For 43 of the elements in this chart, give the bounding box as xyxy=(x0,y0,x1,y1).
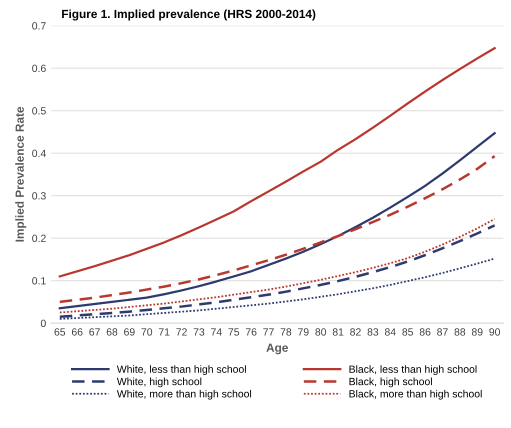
x-tick-label: 83 xyxy=(368,328,378,336)
x-tick-label: 88 xyxy=(454,328,466,336)
y-tick-label: 0.5 xyxy=(32,107,46,115)
x-tick-label: 72 xyxy=(176,328,187,336)
legend-label: Black, more than high school xyxy=(349,390,482,400)
legend-label: White, high school xyxy=(116,378,202,388)
x-tick-label: 87 xyxy=(437,328,448,336)
x-tick-label: 85 xyxy=(402,328,414,336)
x-tick-label: 86 xyxy=(420,328,430,336)
x-tick-label: 80 xyxy=(315,328,326,336)
x-tick-label: 71 xyxy=(158,328,170,336)
y-tick-label: 0.7 xyxy=(32,22,46,30)
y-tick-label: 0.6 xyxy=(32,64,46,72)
x-tick-label: 78 xyxy=(280,328,292,336)
x-tick-label: 66 xyxy=(72,328,83,336)
x-tick-label: 77 xyxy=(263,328,274,336)
x-tick-label: 65 xyxy=(54,328,66,336)
x-tick-label: 90 xyxy=(489,328,500,336)
x-tick-label: 73 xyxy=(194,328,204,336)
x-tick-label: 70 xyxy=(142,328,152,336)
x-tick-label: 82 xyxy=(350,328,361,336)
x-tick-label: 74 xyxy=(211,328,222,336)
legend-label: Black, high school xyxy=(349,378,432,388)
chart-title: Figure 1. Implied prevalence (HRS 2000-2014) xyxy=(62,9,316,21)
x-tick-label: 79 xyxy=(298,328,309,336)
x-tick-label: 68 xyxy=(106,328,118,336)
y-tick-label: 0.1 xyxy=(32,277,46,285)
y-axis-title: Implied Prevalence Rate xyxy=(15,106,26,242)
x-tick-label: 84 xyxy=(384,328,396,336)
x-tick-label: 76 xyxy=(246,328,256,336)
y-tick-label: 0.3 xyxy=(32,192,46,200)
legend-label: Black, less than high school xyxy=(349,365,476,375)
x-tick-label: 89 xyxy=(472,328,483,336)
x-tick-label: 67 xyxy=(89,328,100,336)
y-tick-label: 0 xyxy=(40,320,46,328)
x-axis-title: Age xyxy=(266,344,288,354)
legend-label: White, less than high school xyxy=(116,365,246,375)
y-tick-label: 0.2 xyxy=(32,234,46,242)
legend-label: White, more than high school xyxy=(116,390,252,400)
x-tick-label: 81 xyxy=(332,328,344,336)
y-tick-label: 0.4 xyxy=(32,150,46,158)
x-tick-label: 75 xyxy=(228,328,240,336)
x-tick-label: 69 xyxy=(124,328,135,336)
